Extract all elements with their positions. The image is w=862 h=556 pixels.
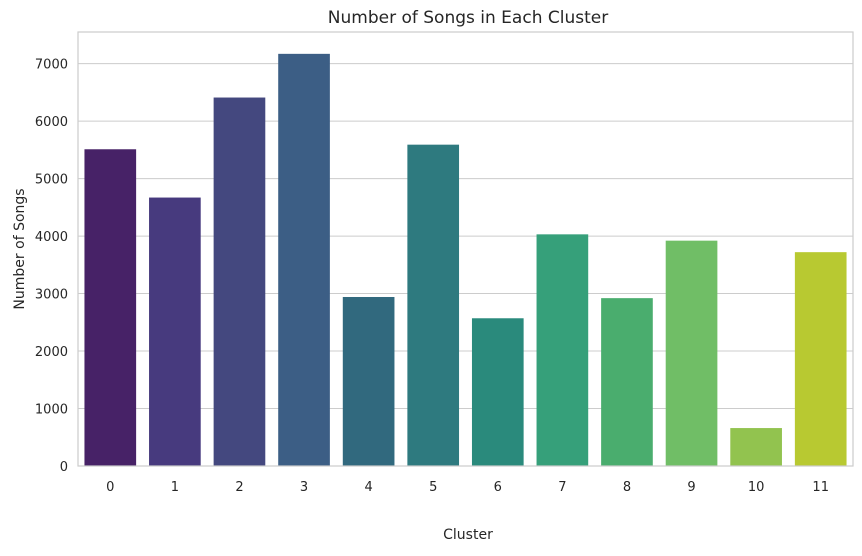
x-axis-ticks: 0 1 2 3 4 5 6 7 8 9 10 11 [106,480,829,495]
plot-border [77,31,854,467]
bar-cluster-9 [665,240,718,466]
x-axis-label: Cluster [443,527,493,543]
x-tick-label: 10 [748,480,765,495]
bar-cluster-6 [471,318,524,466]
x-tick-label: 2 [235,480,243,495]
bar-cluster-2 [213,97,266,466]
bar-cluster-4 [342,296,395,466]
y-tick-label: 6000 [35,115,68,130]
bar-cluster-0 [84,149,137,466]
y-tick-label: 1000 [35,403,68,418]
y-tick-label: 7000 [35,58,68,73]
bar-cluster-1 [149,197,201,467]
gridlines [78,63,853,467]
x-tick-label: 3 [300,480,308,495]
y-tick-label: 2000 [35,345,68,360]
x-tick-label: 11 [812,480,829,495]
x-tick-label: 8 [623,480,631,495]
bar-cluster-7 [536,234,589,466]
bar-cluster-3 [278,53,330,466]
y-tick-label: 4000 [35,230,68,245]
x-tick-label: 0 [106,480,114,495]
bar-cluster-8 [601,298,653,466]
x-tick-label: 1 [171,480,179,495]
bar-cluster-5 [407,144,460,467]
y-axis-label: Number of Songs [12,188,28,309]
plot-frame [77,31,854,467]
y-tick-label: 5000 [35,173,68,188]
bars [84,53,847,467]
bar-cluster-11 [794,252,847,466]
x-tick-label: 9 [687,480,695,495]
y-axis-ticks: 0 1000 2000 3000 4000 5000 6000 7000 [35,58,68,475]
chart-title: Number of Songs in Each Cluster [328,8,608,28]
x-tick-label: 7 [558,480,566,495]
bar-cluster-10 [730,428,782,466]
x-tick-label: 4 [364,480,372,495]
x-tick-label: 5 [429,480,437,495]
y-tick-label: 0 [60,460,68,475]
x-tick-label: 6 [494,480,502,495]
y-tick-label: 3000 [35,288,68,303]
